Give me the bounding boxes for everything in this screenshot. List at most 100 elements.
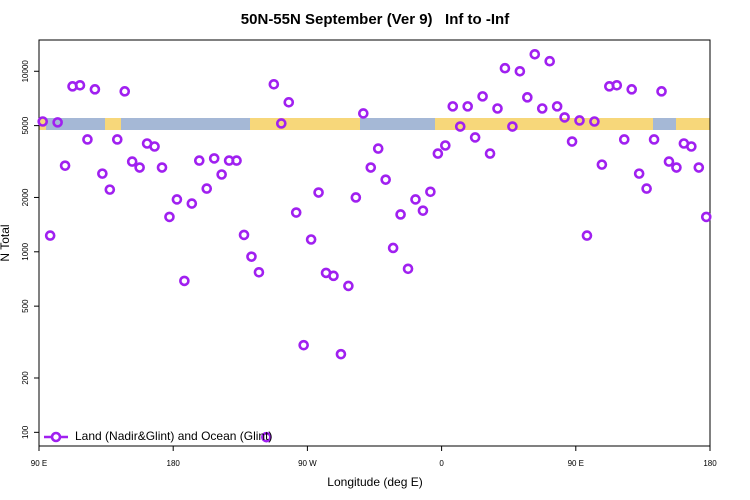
point bbox=[193, 155, 205, 166]
legend-marker bbox=[50, 431, 62, 443]
point bbox=[581, 230, 593, 241]
point bbox=[492, 103, 503, 114]
point bbox=[171, 194, 183, 205]
y-tick-label: 5000 bbox=[21, 116, 30, 134]
point bbox=[164, 211, 175, 223]
point bbox=[410, 194, 421, 205]
point bbox=[671, 162, 682, 173]
land-strip bbox=[250, 118, 360, 130]
point bbox=[596, 159, 608, 170]
point bbox=[37, 116, 49, 127]
point bbox=[544, 55, 556, 67]
point bbox=[313, 187, 324, 198]
point bbox=[111, 134, 123, 145]
point bbox=[611, 80, 623, 91]
point bbox=[514, 65, 526, 77]
point bbox=[402, 263, 414, 275]
point bbox=[551, 101, 563, 112]
point bbox=[156, 162, 168, 173]
point bbox=[372, 143, 384, 154]
point bbox=[52, 117, 63, 128]
point bbox=[208, 153, 220, 164]
x-tick-label: 180 bbox=[703, 459, 717, 468]
point bbox=[328, 270, 339, 282]
point bbox=[216, 169, 227, 180]
point bbox=[589, 116, 600, 127]
point bbox=[380, 174, 391, 185]
point bbox=[618, 134, 630, 145]
x-tick-label: 90 E bbox=[31, 459, 47, 468]
point bbox=[149, 141, 160, 152]
point bbox=[283, 97, 295, 108]
point bbox=[462, 101, 473, 112]
point bbox=[648, 134, 660, 145]
point bbox=[641, 183, 652, 194]
x-tick-label: 90 W bbox=[298, 459, 317, 468]
x-axis-label: Longitude (deg E) bbox=[327, 475, 422, 489]
point bbox=[134, 162, 145, 173]
y-axis-label: N Total bbox=[0, 224, 12, 261]
legend-label: Land (Nadir&Glint) and Ocean (Glint) bbox=[75, 429, 272, 443]
point bbox=[290, 207, 302, 218]
point bbox=[365, 162, 377, 173]
point bbox=[507, 121, 518, 132]
point bbox=[268, 78, 280, 90]
point bbox=[522, 92, 533, 103]
point bbox=[574, 115, 585, 126]
y-tick-label: 500 bbox=[21, 299, 30, 313]
chart-title: 50N-55N September (Ver 9) Inf to -Inf bbox=[241, 11, 510, 28]
point bbox=[693, 162, 705, 173]
plot-frame bbox=[38, 39, 711, 447]
point bbox=[343, 280, 354, 292]
point bbox=[335, 348, 347, 360]
y-tick-label: 10000 bbox=[21, 60, 30, 83]
point bbox=[447, 101, 459, 112]
point bbox=[387, 242, 399, 254]
point bbox=[97, 168, 108, 179]
x-tick-label: 180 bbox=[167, 459, 181, 468]
point bbox=[126, 156, 138, 167]
point bbox=[633, 168, 645, 179]
point bbox=[298, 339, 309, 351]
land-strip bbox=[105, 118, 121, 130]
land-strip bbox=[435, 118, 653, 130]
point bbox=[231, 155, 242, 166]
point bbox=[529, 48, 541, 60]
point bbox=[663, 156, 675, 167]
y-tick-label: 100 bbox=[21, 425, 30, 439]
point bbox=[119, 86, 131, 97]
point bbox=[89, 84, 101, 95]
point bbox=[201, 183, 213, 194]
point bbox=[305, 234, 317, 245]
point bbox=[358, 108, 369, 119]
point bbox=[104, 184, 116, 195]
point bbox=[454, 121, 466, 132]
point bbox=[499, 62, 511, 74]
point bbox=[179, 275, 190, 287]
point bbox=[276, 118, 287, 129]
point bbox=[425, 186, 436, 198]
point bbox=[261, 431, 272, 443]
point bbox=[440, 140, 451, 151]
point bbox=[484, 148, 496, 159]
point bbox=[253, 266, 265, 278]
point bbox=[432, 148, 444, 159]
point bbox=[686, 141, 697, 152]
point bbox=[700, 211, 712, 223]
point bbox=[536, 103, 548, 114]
point bbox=[59, 160, 71, 171]
point bbox=[469, 132, 481, 143]
x-tick-label: 90 E bbox=[568, 459, 584, 468]
y-tick-label: 2000 bbox=[21, 188, 30, 206]
x-tick-label: 0 bbox=[439, 459, 444, 468]
point bbox=[82, 134, 93, 145]
point bbox=[238, 229, 250, 241]
point bbox=[566, 136, 578, 147]
point bbox=[246, 251, 257, 262]
point bbox=[44, 230, 56, 241]
land-strip bbox=[676, 118, 710, 130]
point bbox=[186, 198, 198, 209]
point bbox=[559, 112, 570, 123]
land-strip bbox=[39, 118, 46, 130]
